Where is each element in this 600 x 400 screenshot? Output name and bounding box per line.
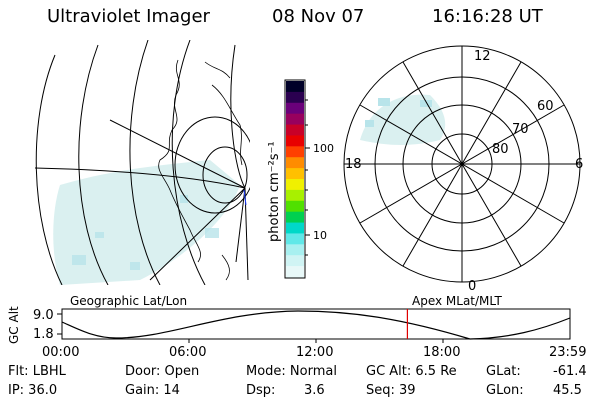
timeline-ylabel: GC Alt xyxy=(7,306,21,344)
info-glat-value: -61.4 xyxy=(553,364,587,379)
colorbar-band xyxy=(286,211,304,224)
info-glon-value: 45.5 xyxy=(553,383,582,398)
mlt-label-18: 18 xyxy=(345,157,362,172)
info-gain: Gain: 14 xyxy=(125,383,180,398)
info-glat-label: GLat: xyxy=(486,364,521,379)
info-seq: Seq: 39 xyxy=(366,383,416,398)
info-glon-label: GLon: xyxy=(486,383,524,398)
colorbar-tick-100: 100 xyxy=(313,142,334,155)
timeline-xtick-1800: 18:00 xyxy=(423,345,461,360)
info-dsp-label: Dsp: xyxy=(246,383,276,398)
colorbar-band xyxy=(286,113,304,126)
colorbar-band xyxy=(286,135,304,147)
timeline-xtick-0600: 06:00 xyxy=(169,345,207,360)
colorbar-label: photon cm⁻²s⁻¹ xyxy=(267,141,282,242)
mlt-label-0: 0 xyxy=(468,279,476,294)
mlt-label-12: 12 xyxy=(474,49,491,64)
colorbar-band xyxy=(286,200,304,213)
mlt-label-6: 6 xyxy=(575,157,583,172)
colorbar-band xyxy=(286,168,304,180)
observation-date: 08 Nov 07 xyxy=(272,6,365,27)
info-flt: Flt: LBHL xyxy=(8,364,66,379)
colorbar-band xyxy=(286,102,304,115)
geo-panel-label: Geographic Lat/Lon xyxy=(70,294,187,308)
info-gc-alt: GC Alt: 6.5 Re xyxy=(366,364,457,379)
timeline-ytick-1: 1.8 xyxy=(33,327,54,342)
timeline-xtick-2359: 23:59 xyxy=(549,345,587,360)
colorbar-band xyxy=(286,179,304,191)
timeline-ytick-9: 9.0 xyxy=(33,308,54,323)
polar-panel-label: Apex MLat/MLT xyxy=(412,294,502,308)
timeline-xtick-0000: 00:00 xyxy=(42,345,80,360)
info-ip: IP: 36.0 xyxy=(8,383,58,398)
colorbar-band xyxy=(286,81,304,93)
app-title: Ultraviolet Imager xyxy=(47,6,210,27)
mlat-label-80: 80 xyxy=(492,142,509,157)
info-door: Door: Open xyxy=(125,364,200,379)
observation-time: 16:16:28 UT xyxy=(432,6,543,27)
colorbar-band xyxy=(286,266,304,278)
mlat-label-70: 70 xyxy=(512,122,529,137)
colorbar-band xyxy=(286,233,304,245)
altitude-timeline xyxy=(57,308,571,343)
colorbar-band xyxy=(286,146,304,158)
colorbar-band xyxy=(286,255,304,267)
geographic-map xyxy=(35,40,250,285)
colorbar-band xyxy=(286,189,304,202)
colorbar-band xyxy=(286,157,304,169)
colorbar-band xyxy=(286,222,304,234)
colorbar-band xyxy=(286,124,304,136)
color-bar xyxy=(284,79,310,279)
colorbar-tick-10: 10 xyxy=(313,229,327,242)
mlat-label-60: 60 xyxy=(537,99,554,114)
colorbar-band xyxy=(286,244,304,256)
info-mode: Mode: Normal xyxy=(246,364,337,379)
polar-plot xyxy=(343,45,581,283)
timeline-xtick-1200: 12:00 xyxy=(296,345,334,360)
colorbar-band xyxy=(286,91,304,104)
info-dsp-value: 3.6 xyxy=(304,383,325,398)
